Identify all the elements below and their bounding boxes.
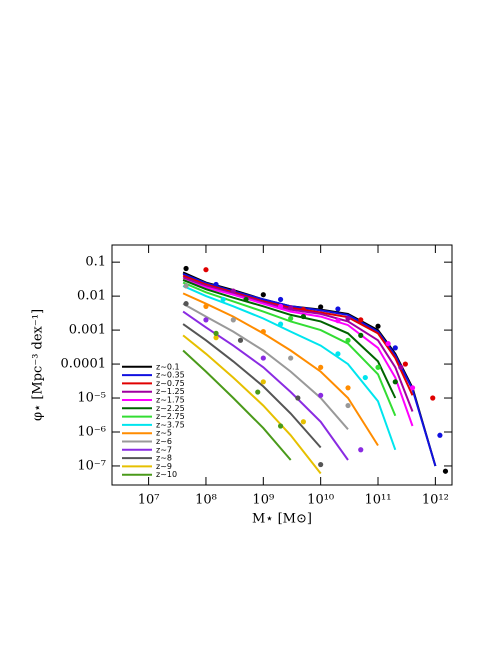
y-tick-label: 10⁻⁶ (77, 424, 106, 439)
data-point (255, 389, 261, 395)
y-tick-label: 0.001 (69, 323, 106, 338)
x-tick-label: 10¹¹ (365, 493, 392, 508)
data-point (260, 292, 266, 298)
data-point (183, 301, 189, 307)
data-point (277, 321, 284, 327)
data-point (288, 355, 294, 361)
data-point (230, 288, 236, 294)
data-point (230, 317, 236, 323)
data-point (300, 313, 306, 320)
data-point (260, 379, 266, 385)
plot-area (182, 265, 449, 475)
x-tick-label: 10¹⁰ (307, 493, 334, 508)
data-point (318, 304, 324, 310)
data-point (183, 283, 189, 289)
y-tick-label: 0.0001 (61, 357, 107, 372)
series-line (182, 278, 414, 427)
data-point (358, 447, 364, 453)
data-point (213, 335, 219, 341)
legend-label: z~6 (156, 437, 172, 446)
series-line (182, 276, 414, 412)
data-point (288, 315, 294, 322)
y-tick-label: 0.01 (77, 289, 106, 304)
x-tick-label: 10⁹ (252, 493, 274, 508)
legend-label: z~9 (156, 462, 172, 471)
data-point (402, 361, 408, 367)
legend-label: z~7 (156, 445, 172, 454)
data-point (318, 461, 324, 468)
data-point (237, 337, 244, 343)
plot-frame (111, 244, 453, 486)
data-point (345, 315, 351, 322)
data-point (375, 364, 381, 370)
legend-label: z~10 (156, 470, 177, 479)
y-tick-label: 10⁻⁵ (77, 391, 106, 406)
y-tick-label: 0.1 (85, 255, 106, 270)
legend-label: z~0.1 (156, 362, 180, 371)
data-point (345, 402, 351, 409)
legend-label: z~2.75 (156, 412, 185, 421)
data-point (335, 351, 341, 357)
series-line (182, 323, 322, 449)
data-point (295, 395, 301, 401)
legend-label: z~5 (156, 429, 172, 438)
series-line (182, 334, 322, 475)
data-point (260, 329, 266, 335)
data-point (442, 468, 449, 474)
data-point (277, 296, 284, 303)
data-point (213, 281, 219, 288)
data-point (430, 395, 436, 401)
data-point (243, 296, 249, 303)
data-point (203, 267, 209, 273)
data-point (345, 337, 351, 343)
data-point (277, 303, 284, 309)
data-point (183, 265, 189, 272)
data-point (362, 374, 368, 381)
data-point (392, 345, 398, 351)
data-point (392, 379, 398, 385)
series-line (182, 349, 292, 461)
data-point (300, 419, 306, 425)
data-point (318, 392, 324, 398)
data-point (398, 364, 404, 370)
data-point (345, 385, 351, 391)
series-line (182, 302, 349, 430)
series-line (182, 281, 397, 417)
data-point (288, 305, 294, 311)
x-axis-label: M⋆ [M⊙] (252, 512, 312, 527)
data-point (220, 296, 226, 303)
data-point (203, 303, 209, 309)
data-point (385, 341, 391, 347)
legend-label: z~1.75 (156, 396, 185, 405)
data-point (375, 323, 381, 329)
data-point (213, 330, 219, 336)
data-point (260, 355, 266, 361)
x-tick-label: 10⁸ (195, 493, 217, 508)
series-line (182, 278, 397, 399)
series-line (182, 310, 349, 461)
data-point (335, 306, 341, 312)
y-tick-label: 10⁻⁷ (77, 458, 106, 473)
legend-label: z~1.25 (156, 387, 185, 396)
data-point (335, 318, 341, 324)
legend-label: z~0.35 (156, 371, 185, 380)
series-line (182, 284, 397, 451)
legend-label: z~2.25 (156, 404, 185, 413)
legend-label: z~0.75 (156, 379, 185, 388)
data-point (409, 385, 416, 391)
data-point (358, 332, 364, 338)
data-point (203, 317, 209, 323)
series-line (182, 292, 379, 447)
legend-label: z~8 (156, 454, 172, 463)
legend-label: z~3.75 (156, 420, 185, 429)
data-point (277, 423, 284, 429)
y-axis-label: φ⋆ [Mpc⁻³ dex⁻¹] (31, 309, 46, 421)
x-tick-label: 10⁷ (138, 493, 160, 508)
data-point (358, 317, 364, 323)
data-point (318, 364, 324, 370)
x-tick-label: 10¹² (422, 493, 449, 508)
data-point (437, 432, 443, 438)
